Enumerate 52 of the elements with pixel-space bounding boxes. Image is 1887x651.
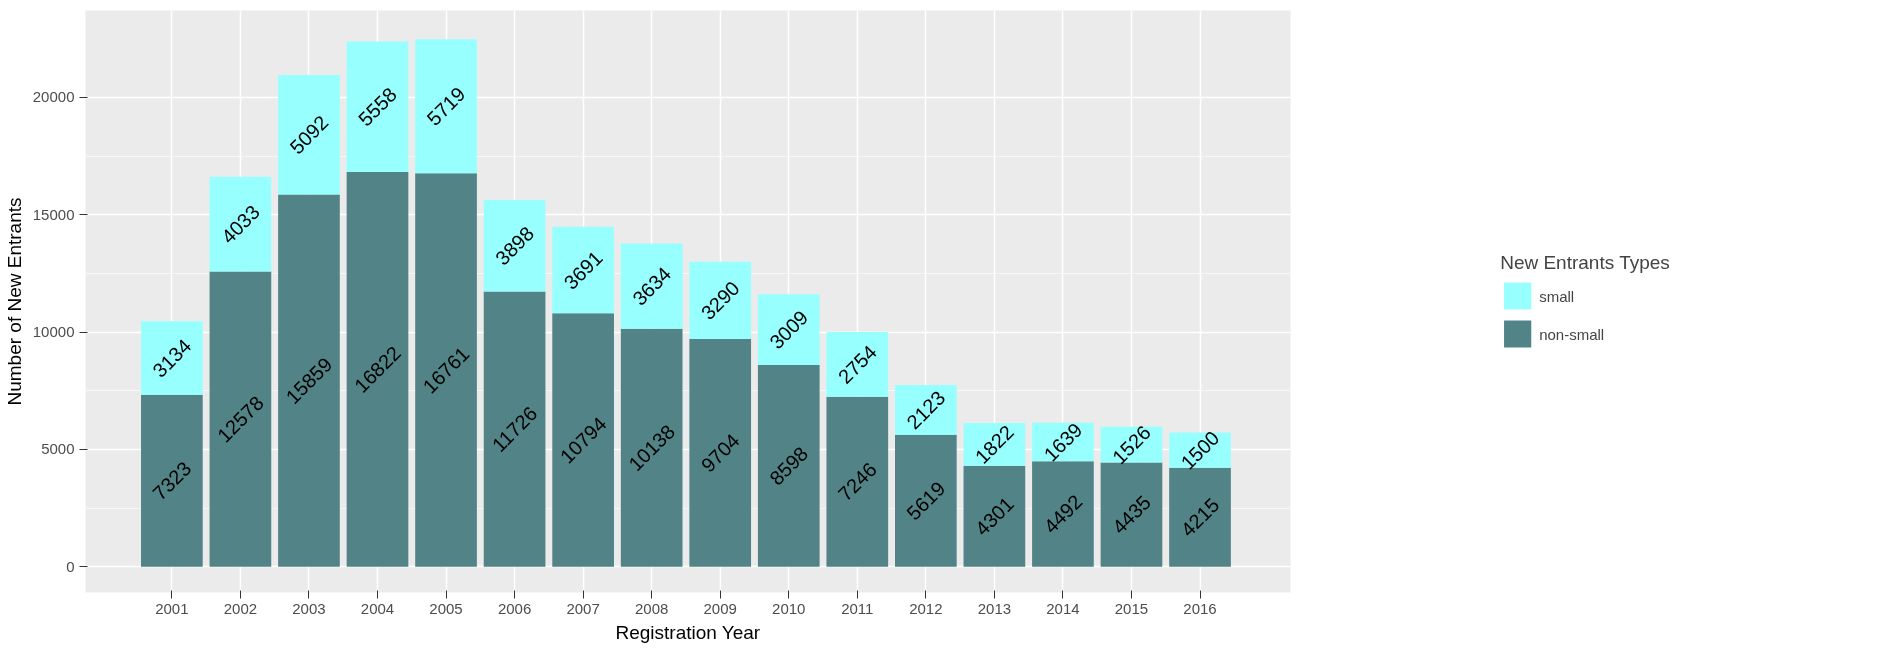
bar	[689, 261, 752, 339]
y-tick-label: 10000	[32, 323, 75, 341]
bar	[689, 338, 752, 567]
bar	[278, 75, 340, 195]
bar	[1032, 461, 1094, 567]
x-tick-label: 2012	[909, 599, 943, 617]
bar	[209, 176, 272, 272]
bar	[757, 364, 820, 567]
x-tick-label: 2006	[497, 599, 532, 617]
bar	[620, 243, 683, 329]
y-tick-label: 0	[66, 557, 75, 575]
x-tick-label: 2002	[223, 599, 258, 617]
bar	[346, 171, 409, 567]
bar	[415, 39, 477, 174]
y-tick-label: 20000	[32, 88, 75, 106]
bar	[278, 194, 340, 567]
x-tick-label: 2013	[977, 599, 1012, 617]
x-tick-label: 2005	[429, 599, 463, 617]
bar	[346, 41, 409, 172]
x-tick-label: 2004	[360, 599, 395, 617]
x-tick-label: 2001	[155, 599, 189, 617]
bar	[483, 200, 546, 292]
bar	[552, 313, 614, 567]
bar	[209, 271, 272, 567]
x-tick-label: 2011	[841, 599, 874, 617]
x-tick-label: 2009	[703, 599, 737, 617]
bar	[141, 321, 203, 395]
x-tick-label: 2010	[772, 599, 806, 617]
bar	[895, 385, 957, 435]
bar	[552, 226, 614, 314]
legend-title: New Entrants Types	[1500, 251, 1670, 274]
bar	[757, 294, 820, 365]
x-tick-label: 2014	[1046, 599, 1080, 617]
bar	[620, 328, 683, 567]
legend-label: small	[1539, 286, 1575, 306]
x-tick-label: 2016	[1183, 599, 1217, 617]
x-axis-title: Registration Year	[615, 621, 761, 643]
bar	[895, 434, 957, 567]
x-tick-label: 2008	[634, 599, 669, 617]
bar	[826, 396, 889, 567]
bar	[415, 173, 477, 567]
y-axis-title: Number of New Entrants	[3, 197, 25, 406]
bar	[483, 291, 546, 567]
legend-label: non-small	[1539, 324, 1605, 344]
y-tick-label: 5000	[41, 440, 75, 458]
x-tick-label: 2007	[566, 599, 600, 617]
y-tick-label: 15000	[32, 205, 75, 223]
x-tick-label: 2015	[1114, 599, 1149, 617]
bar	[141, 394, 203, 567]
x-tick-label: 2003	[292, 599, 326, 617]
bar	[963, 465, 1026, 567]
bar	[826, 332, 889, 397]
